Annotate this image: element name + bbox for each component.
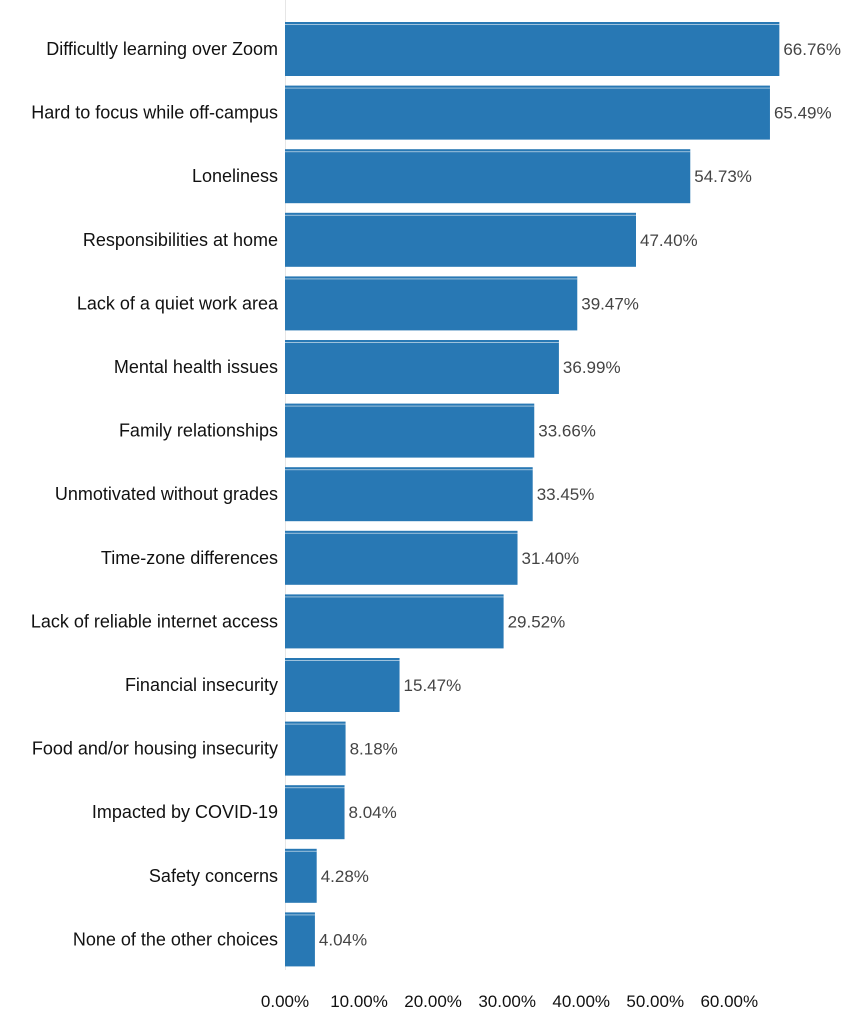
value-labels: 66.76% 65.49% 54.73% 47.40% 39.47% 36.99% 33.6… xyxy=(319,40,841,949)
bar-highlight xyxy=(285,469,533,471)
bar-highlight xyxy=(285,723,346,725)
bar-highlight xyxy=(285,87,770,89)
value-label: 47.40% xyxy=(640,231,698,250)
x-tick-label: 10.00% xyxy=(330,992,388,1011)
bar xyxy=(285,212,636,267)
value-label: 39.47% xyxy=(581,294,639,313)
category-label: Unmotivated without grades xyxy=(55,484,278,504)
bar xyxy=(285,594,504,649)
value-label: 33.45% xyxy=(537,485,595,504)
bar xyxy=(285,22,780,76)
category-label: Family relationships xyxy=(119,421,278,441)
category-label: Difficultly learning over Zoom xyxy=(46,39,278,59)
bar-highlight xyxy=(285,151,691,153)
category-label: Loneliness xyxy=(192,166,278,186)
bar xyxy=(285,149,691,204)
value-label: 8.18% xyxy=(350,740,398,759)
x-tick-label: 40.00% xyxy=(552,992,610,1011)
value-label: 33.66% xyxy=(538,422,596,441)
bar xyxy=(285,721,346,776)
bar-highlight xyxy=(285,342,559,343)
bar xyxy=(285,785,345,840)
category-label: Responsibilities at home xyxy=(83,230,278,250)
bar xyxy=(285,276,578,331)
bar-highlight xyxy=(285,787,345,789)
category-label: Financial insecurity xyxy=(125,675,278,695)
x-axis-ticks: 0.00% 10.00% 20.00% 30.00% 40.00% 50.00% 60.00… xyxy=(261,992,758,1011)
bar-highlight xyxy=(285,914,315,916)
x-tick-label: 0.00% xyxy=(261,992,309,1011)
value-label: 29.52% xyxy=(508,612,566,631)
category-label: Hard to focus while off-campus xyxy=(31,103,278,123)
category-label: Food and/or housing insecurity xyxy=(32,739,278,759)
category-label: Lack of reliable internet access xyxy=(31,611,278,631)
x-tick-label: 50.00% xyxy=(626,992,684,1011)
bar xyxy=(285,530,518,585)
bar xyxy=(285,848,317,903)
bar-highlight xyxy=(285,532,518,534)
category-label: Lack of a quiet work area xyxy=(77,293,279,313)
bar xyxy=(285,340,559,394)
value-label: 36.99% xyxy=(563,358,621,377)
value-label: 54.73% xyxy=(694,167,752,186)
bar-highlight xyxy=(285,660,400,661)
bar-highlight xyxy=(285,850,317,852)
category-label: Safety concerns xyxy=(149,866,278,886)
bar-highlight xyxy=(285,405,535,407)
bars-group xyxy=(285,22,780,967)
category-labels: Difficultly learning over Zoom Hard to fo… xyxy=(31,39,279,949)
value-label: 4.28% xyxy=(321,867,369,886)
bar xyxy=(285,658,400,712)
x-tick-label: 60.00% xyxy=(700,992,758,1011)
bar xyxy=(285,912,315,967)
category-label: Time-zone differences xyxy=(101,548,278,568)
bar-highlight xyxy=(285,24,780,25)
x-tick-label: 20.00% xyxy=(404,992,462,1011)
value-label: 31.40% xyxy=(522,549,580,568)
bar-highlight xyxy=(285,214,636,216)
category-label: Impacted by COVID-19 xyxy=(92,802,278,822)
value-label: 4.04% xyxy=(319,930,367,949)
value-label: 66.76% xyxy=(783,40,841,59)
bar xyxy=(285,467,533,522)
bar-highlight xyxy=(285,596,504,598)
bar-highlight xyxy=(285,278,578,280)
category-label: Mental health issues xyxy=(114,357,278,377)
category-label: None of the other choices xyxy=(73,929,278,949)
bar xyxy=(285,403,535,458)
x-tick-label: 30.00% xyxy=(478,992,536,1011)
value-label: 15.47% xyxy=(404,676,462,695)
bar xyxy=(285,85,770,140)
value-label: 8.04% xyxy=(349,803,397,822)
value-label: 65.49% xyxy=(774,104,832,123)
